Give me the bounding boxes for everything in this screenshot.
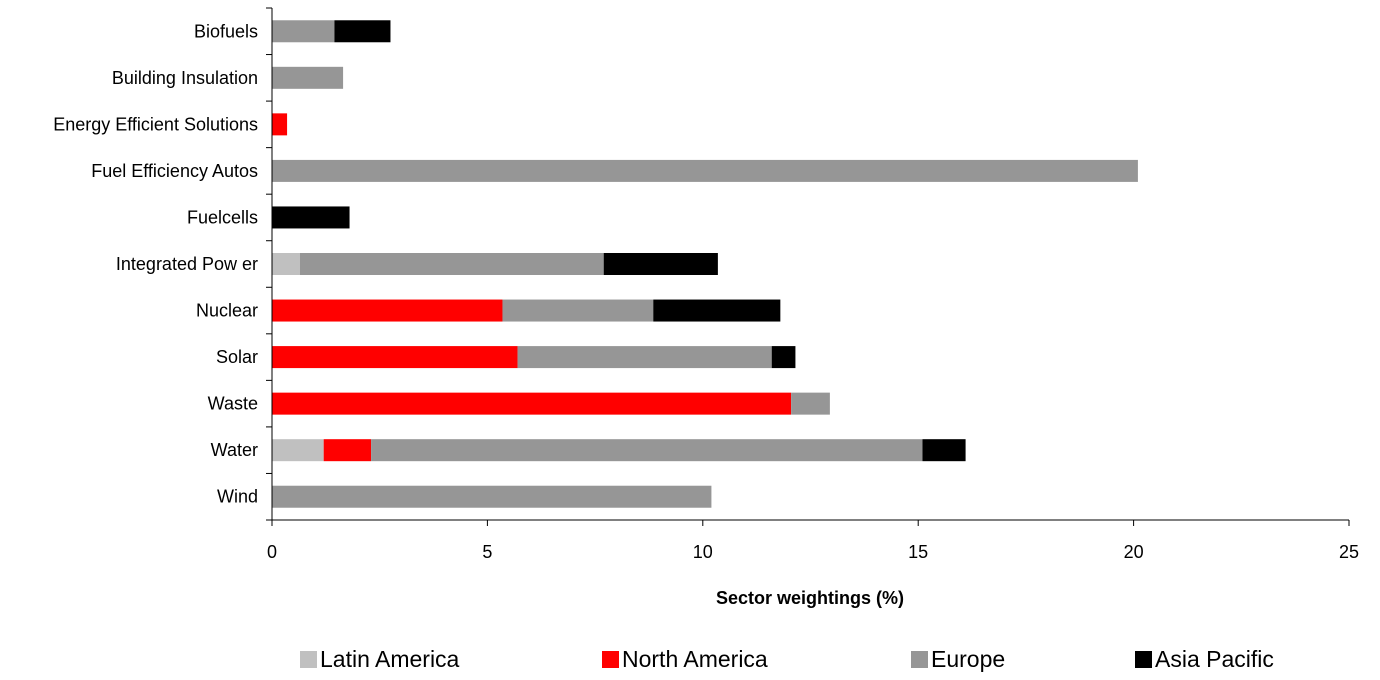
bar-segment <box>272 206 350 229</box>
bar-segment <box>653 299 781 322</box>
legend-label: Asia Pacific <box>1155 646 1274 672</box>
bar-segment <box>334 20 391 43</box>
bar-segment <box>502 299 654 322</box>
category-label: Water <box>211 440 258 460</box>
bar-segment <box>272 159 1138 182</box>
bar-segment <box>272 299 503 322</box>
x-tick-label: 20 <box>1124 542 1144 562</box>
bar-segment <box>272 253 301 275</box>
x-tick-label: 0 <box>267 542 277 562</box>
bar-segment <box>791 392 830 415</box>
category-label: Waste <box>208 394 258 414</box>
legend-item: Europe <box>911 646 1005 672</box>
bar-segment <box>272 439 324 462</box>
bar-segment <box>272 346 518 369</box>
x-tick-label: 10 <box>693 542 713 562</box>
bar-segment <box>922 439 966 462</box>
legend-item: Latin America <box>300 646 460 672</box>
bar-segment <box>272 485 712 508</box>
x-tick-label: 25 <box>1339 542 1359 562</box>
bar-segment <box>272 113 288 136</box>
legend-label: Latin America <box>320 646 460 672</box>
legend-swatch <box>911 651 928 668</box>
bar-segment <box>771 346 796 369</box>
bar-segment <box>371 439 923 462</box>
category-label: Fuelcells <box>187 207 258 227</box>
bar-segment <box>517 346 772 369</box>
x-axis-title: Sector weightings (%) <box>716 588 904 608</box>
category-label: Building Insulation <box>112 68 258 88</box>
category-label: Biofuels <box>194 21 258 41</box>
category-label: Integrated Pow er <box>116 254 258 274</box>
bar-segment <box>323 439 372 462</box>
bar-segment <box>272 20 335 43</box>
category-label: Nuclear <box>196 301 258 321</box>
category-label: Fuel Efficiency Autos <box>91 161 258 181</box>
bar-segment <box>300 253 604 275</box>
legend-swatch <box>602 651 619 668</box>
bar-segment <box>272 392 792 415</box>
legend-item: North America <box>602 646 768 672</box>
legend-swatch <box>300 651 317 668</box>
x-tick-label: 15 <box>908 542 928 562</box>
x-tick-label: 5 <box>482 542 492 562</box>
legend-swatch <box>1135 651 1152 668</box>
legend-item: Asia Pacific <box>1135 646 1274 672</box>
bar-segment <box>603 253 718 275</box>
category-label: Energy Efficient Solutions <box>53 114 258 134</box>
category-label: Wind <box>217 487 258 507</box>
bar-segment <box>272 66 344 89</box>
category-label: Solar <box>216 347 258 367</box>
legend-label: North America <box>622 646 768 672</box>
legend-label: Europe <box>931 646 1005 672</box>
